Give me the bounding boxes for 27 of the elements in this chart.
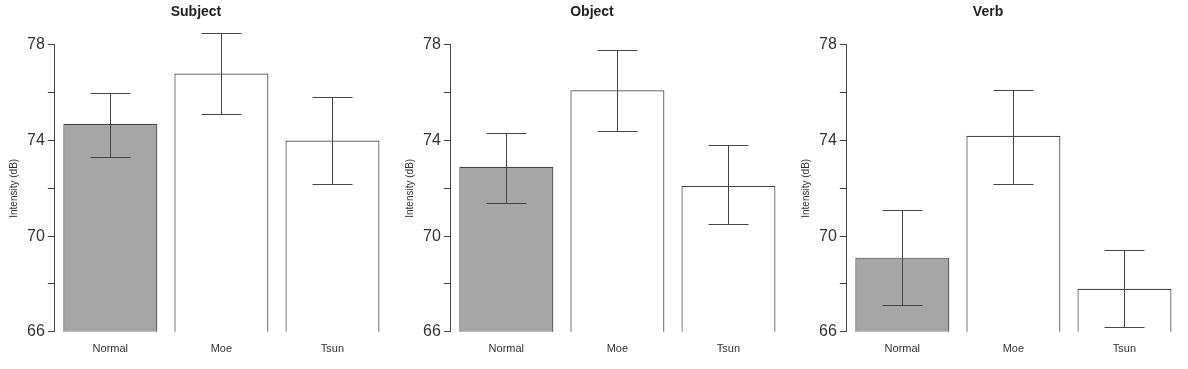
x-tick-label: Moe bbox=[210, 342, 233, 355]
x-tick-label: Normal bbox=[92, 342, 129, 355]
x-tick-label: Moe bbox=[1002, 342, 1025, 355]
y-axis-title: Intensity (dB) bbox=[799, 158, 811, 218]
x-tick-label: Tsun bbox=[1112, 342, 1137, 355]
x-tick-label: Normal bbox=[488, 342, 525, 355]
y-tick-label: 70 bbox=[423, 226, 441, 244]
y-tick-label: 78 bbox=[27, 35, 45, 53]
y-tick-label: 66 bbox=[819, 322, 837, 340]
chart-title: Subject bbox=[170, 3, 222, 20]
y-tick-label: 70 bbox=[27, 226, 45, 244]
y-tick-label: 78 bbox=[423, 35, 441, 53]
x-tick-label: Tsun bbox=[320, 342, 345, 355]
y-tick-label: 66 bbox=[423, 322, 441, 340]
x-tick-label: Moe bbox=[606, 342, 629, 355]
chart-title: Object bbox=[570, 3, 615, 20]
y-tick-label: 66 bbox=[27, 322, 45, 340]
y-tick-label: 74 bbox=[423, 130, 441, 148]
y-tick-label: 74 bbox=[27, 130, 45, 148]
y-axis-title: Intensity (dB) bbox=[7, 158, 19, 218]
chart-title: Verb bbox=[972, 3, 1004, 20]
x-tick-label: Tsun bbox=[716, 342, 741, 355]
y-tick-label: 78 bbox=[819, 35, 837, 53]
y-tick-label: 70 bbox=[819, 226, 837, 244]
x-tick-label: Normal bbox=[884, 342, 921, 355]
y-tick-label: 74 bbox=[819, 130, 837, 148]
y-axis-title: Intensity (dB) bbox=[403, 158, 415, 218]
